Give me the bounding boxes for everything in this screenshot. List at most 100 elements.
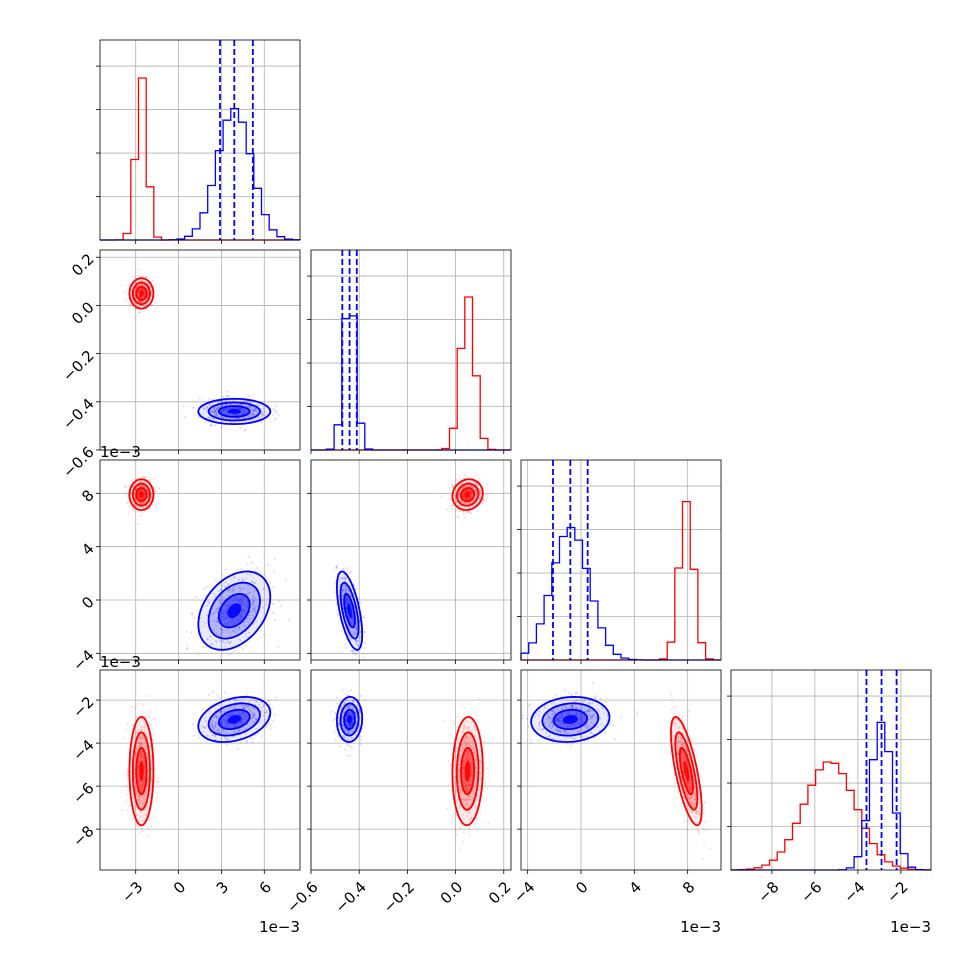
scatter-point [446,508,449,511]
scatter-point [474,735,477,738]
scatter-point [139,296,142,299]
scatter-point [251,737,254,740]
scatter-point [142,502,145,504]
scatter-point [143,766,146,768]
scatter-point [154,488,157,491]
scatter-point [453,494,456,497]
scatter-point [470,500,473,503]
scatter-point [336,614,339,617]
scatter-point [472,477,475,480]
scatter-point [463,490,465,493]
scatter-point [477,484,480,487]
scatter-point [143,743,145,746]
scatter-point [462,798,465,800]
scatter-point [139,502,142,505]
scatter-point [190,612,193,615]
scatter-point [284,579,287,582]
scatter-point [143,290,146,293]
scatter-point [142,275,144,278]
panel-1-0: −0.6−0.4−0.20.00.2 [59,250,300,481]
scatter-point [133,276,136,279]
scatter-point [144,790,147,793]
scatter-point [155,780,158,783]
scatter-point [141,717,143,720]
scatter-point [143,493,146,496]
scatter-point [463,706,465,709]
scatter-point [131,750,134,753]
scatter-point [229,653,232,656]
panel-bg [521,460,721,660]
scatter-point [129,303,132,306]
scatter-point [147,291,149,293]
scatter-point [142,283,144,286]
scatter-point [364,642,366,644]
scatter-point [144,747,147,750]
scatter-point [141,489,144,492]
scatter-point [454,483,457,486]
scatter-point [138,284,141,287]
scatter-point [145,789,148,792]
scatter-point [139,502,141,505]
scatter-point [129,504,132,507]
scatter-point [332,719,335,722]
scatter-point [193,617,196,619]
scatter-point [144,750,147,752]
y-tick-label: −6 [69,779,97,807]
scatter-point [272,720,274,723]
scatter-point [333,731,336,734]
scatter-point [469,485,471,487]
scatter-point [147,293,150,295]
scatter-point [137,285,140,287]
scatter-point [475,495,478,497]
scatter-point [157,780,160,783]
scatter-point [142,496,145,499]
scatter-point [474,488,477,491]
scatter-point [138,311,141,314]
scatter-point [151,817,154,819]
scatter-point [336,702,338,705]
scatter-point [142,802,145,805]
scatter-point [463,779,466,781]
scatter-point [130,771,133,774]
scatter-point [124,290,126,293]
scatter-point [458,763,461,766]
scatter-point [140,300,143,303]
scatter-point [460,506,463,509]
scatter-point [126,793,129,796]
scatter-point [139,287,142,290]
scatter-point [240,741,243,744]
scatter-point [145,695,148,697]
scatter-point [139,787,141,790]
contour [139,290,144,297]
scatter-point [139,802,142,804]
scatter-point [226,390,229,393]
scatter-point [462,766,465,769]
scatter-point [141,784,143,787]
scatter-point [460,509,462,512]
scatter-point [141,288,144,290]
scatter-point [138,289,140,291]
scatter-point [186,644,188,646]
scatter-point [153,311,156,313]
scatter-point [150,723,152,725]
scatter-point [457,495,460,497]
scatter-point [151,738,154,741]
scatter-point [140,791,143,794]
scatter-point [334,718,337,720]
contour [139,491,144,498]
scatter-point [466,789,468,792]
scatter-point [468,835,471,838]
x-tick-label: −0.4 [331,878,369,916]
scatter-point [466,489,468,492]
scatter-point [125,485,128,488]
scatter-point [465,498,468,501]
scatter-point [193,734,196,737]
scatter-point [466,753,469,756]
scatter-point [470,491,472,494]
scatter-point [481,502,483,505]
scatter-point [147,758,149,761]
scatter-point [126,809,128,812]
scatter-point [702,828,705,830]
scatter-point [469,497,471,500]
y-tick-label: 8 [78,486,97,505]
